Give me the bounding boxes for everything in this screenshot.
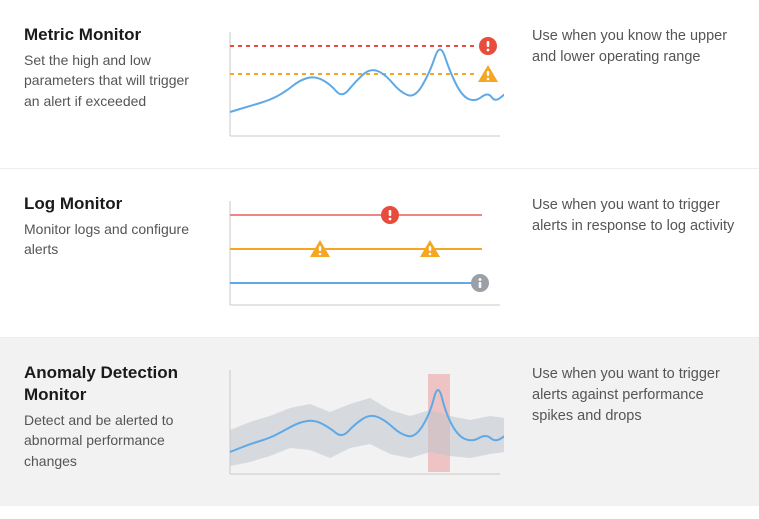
monitor-text: Metric Monitor Set the high and low para… [24,24,224,111]
chart-anomaly [224,362,504,482]
warning-icon [478,65,498,82]
monitor-usage: Use when you want to trigger alerts agai… [504,362,739,427]
monitor-option-anomaly[interactable]: Anomaly Detection Monitor Detect and be … [0,338,759,506]
confidence-band [230,398,504,466]
monitor-title: Anomaly Detection Monitor [24,362,208,406]
monitor-usage: Use when you want to trigger alerts in r… [504,193,739,237]
monitor-option-log[interactable]: Log Monitor Monitor logs and configure a… [0,169,759,338]
chart-log-lines [224,193,504,313]
error-icon [381,206,399,224]
error-icon [479,37,497,55]
monitor-usage: Use when you know the upper and lower op… [504,24,739,68]
monitor-desc: Set the high and low parameters that wil… [24,50,208,111]
monitor-option-metric[interactable]: Metric Monitor Set the high and low para… [0,0,759,169]
monitor-chart [224,193,504,313]
chart-metric-line [224,24,504,144]
monitor-chart [224,362,504,482]
monitor-title: Metric Monitor [24,24,208,46]
monitor-desc: Detect and be alerted to abnormal perfor… [24,410,208,471]
info-icon [471,274,489,292]
monitor-text: Log Monitor Monitor logs and configure a… [24,193,224,260]
monitor-text: Anomaly Detection Monitor Detect and be … [24,362,224,471]
monitor-desc: Monitor logs and configure alerts [24,219,208,260]
monitor-chart [224,24,504,144]
monitor-title: Log Monitor [24,193,208,215]
